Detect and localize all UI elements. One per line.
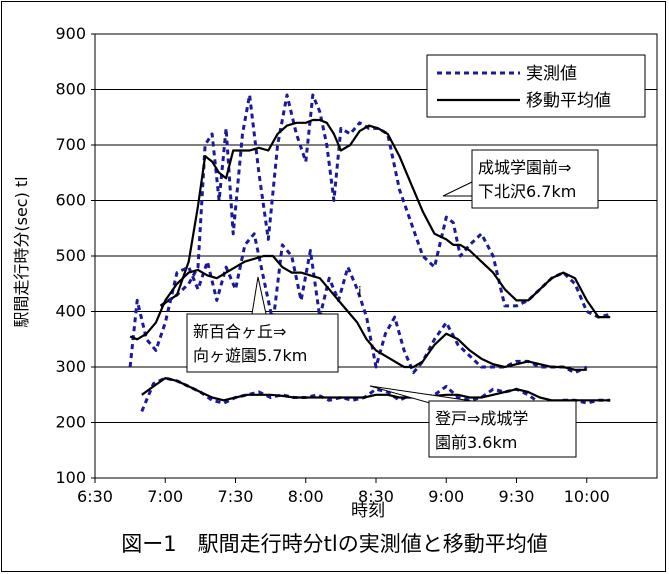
callout-label: 下北沢6.7km bbox=[478, 182, 576, 201]
x-tick-label: 8:30 bbox=[358, 487, 394, 506]
x-tick-label: 8:00 bbox=[288, 487, 324, 506]
series-line-2 bbox=[128, 232, 588, 375]
callout-label: 向ヶ遊園5.7km bbox=[193, 346, 307, 365]
callout-pointer bbox=[442, 181, 473, 197]
legend-label-measured: 実測値 bbox=[526, 64, 577, 84]
x-tick-label: 7:30 bbox=[218, 487, 254, 506]
y-tick-label: 700 bbox=[55, 135, 86, 154]
callout-label: 登戸⇒成城学 bbox=[435, 409, 528, 428]
y-tick-label: 400 bbox=[55, 302, 86, 321]
series-line-3 bbox=[129, 254, 587, 371]
callout-label: 新百合ヶ丘⇒ bbox=[193, 322, 286, 341]
y-tick-label: 500 bbox=[55, 246, 86, 265]
x-tick-label: 10:00 bbox=[564, 487, 610, 506]
y-tick-label: 600 bbox=[55, 191, 86, 210]
callout-box bbox=[186, 313, 339, 373]
series-line-5 bbox=[141, 377, 611, 402]
x-tick-label: 9:00 bbox=[428, 487, 464, 506]
series-line-1 bbox=[159, 118, 611, 319]
series-line-0 bbox=[159, 93, 611, 319]
legend-box bbox=[426, 54, 646, 118]
series-line-4 bbox=[140, 376, 611, 412]
x-axis-label: 時刻 bbox=[351, 501, 385, 521]
callout-box bbox=[471, 149, 599, 209]
figure-caption: 図ー1 駅間走行時分tlの実測値と移動平均値 bbox=[121, 532, 548, 556]
y-tick-label: 200 bbox=[55, 413, 86, 432]
x-tick-label: 6:30 bbox=[77, 487, 113, 506]
x-tick-label: 9:30 bbox=[499, 487, 535, 506]
y-axis-label: 駅間走行時分(sec) tl bbox=[12, 176, 31, 327]
callout-box bbox=[428, 400, 577, 458]
callout-pointer bbox=[251, 276, 267, 315]
callout-label: 園前3.6km bbox=[435, 433, 517, 452]
callout-label: 成城学園前⇒ bbox=[478, 158, 571, 177]
y-tick-label: 100 bbox=[55, 468, 86, 487]
legend-label-average: 移動平均値 bbox=[526, 91, 611, 111]
y-tick-label: 900 bbox=[55, 24, 86, 43]
y-tick-label: 800 bbox=[55, 80, 86, 99]
stray-annotation: i bbox=[358, 285, 362, 300]
y-tick-label: 300 bbox=[55, 357, 86, 376]
x-tick-label: 7:00 bbox=[147, 487, 183, 506]
